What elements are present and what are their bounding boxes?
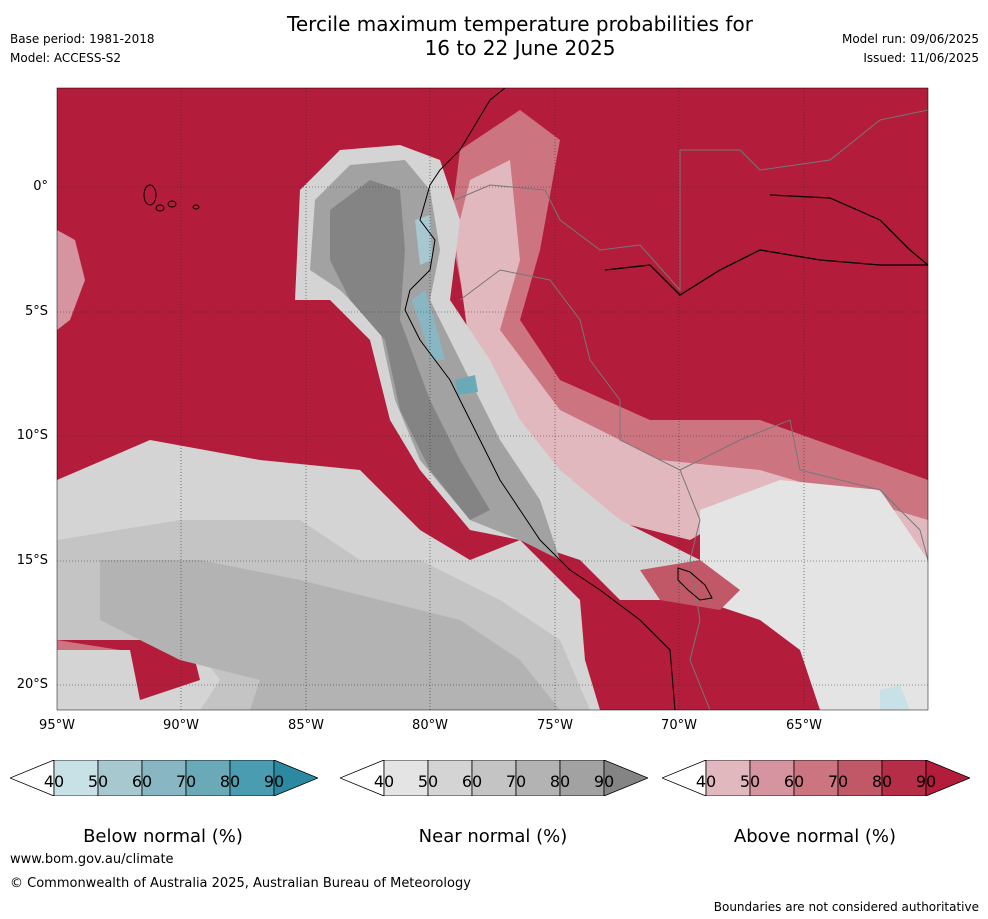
below-bar-high-triangle [273, 760, 318, 796]
map-frame [56, 87, 929, 711]
lon-label-90w: 90°W [163, 718, 199, 733]
above-bar-segment [881, 760, 927, 796]
legend-below-title: Below normal (%) [83, 826, 243, 847]
website-link[interactable]: www.bom.gov.au/climate [10, 852, 174, 867]
legend-above-title: Above normal (%) [733, 826, 897, 847]
near-tick-label: 90 [593, 772, 615, 791]
near-tick-label: 50 [417, 772, 439, 791]
above-tick-label: 80 [871, 772, 893, 791]
lat-label-0: 0° [33, 179, 48, 194]
near-70-south [100, 560, 560, 710]
map-title: Tercile maximum temperature probabilitie… [220, 12, 820, 60]
below-normal-spot-4 [880, 685, 910, 710]
above-patch-west [57, 230, 85, 330]
above-tick-label: 90 [915, 772, 937, 791]
lat-label-10s: 10°S [16, 428, 48, 443]
border-bolivia-brazil [679, 419, 928, 561]
near-normal-interior [700, 480, 928, 710]
model-run-label: Model run: 09/06/2025 [841, 32, 979, 46]
above-tick-label: 60 [783, 772, 805, 791]
near-tick-label: 60 [461, 772, 483, 791]
lon-label-65w: 65°W [786, 718, 822, 733]
near-tick-label: 70 [505, 772, 527, 791]
coastline [404, 88, 676, 710]
galapagos-islands [143, 184, 200, 212]
above-tick-label: 40 [695, 772, 717, 791]
near-bar-high-triangle [603, 760, 648, 796]
near-90-coastal [330, 180, 490, 520]
above-tick-label: 50 [739, 772, 761, 791]
below-tick-label: 60 [131, 772, 153, 791]
issued-label: Issued: 11/06/2025 [863, 51, 979, 65]
near-tick-label: 80 [549, 772, 571, 791]
title-line-1: Tercile maximum temperature probabilitie… [287, 12, 753, 36]
below-normal-spot-1 [412, 290, 445, 360]
above-tick-label: 70 [827, 772, 849, 791]
colorbar-above [662, 760, 970, 796]
legend-near-title: Near normal (%) [418, 826, 568, 847]
below-tick-label: 50 [87, 772, 109, 791]
lat-label-5s: 5°S [24, 304, 48, 319]
above-bar-segment [705, 760, 751, 796]
model-label: Model: ACCESS-S2 [10, 51, 122, 65]
lat-label-20s: 20°S [16, 677, 48, 692]
river-north [769, 194, 928, 266]
below-bar-segment [141, 760, 187, 796]
above-bar-high-triangle [925, 760, 970, 796]
graticule [57, 88, 928, 710]
below-normal-spot-2 [415, 215, 432, 265]
near-tick-label: 40 [373, 772, 395, 791]
above-patch-coast-south [580, 600, 670, 710]
border-peru [459, 269, 711, 710]
disclaimer-text: Boundaries are not considered authoritat… [713, 900, 979, 914]
lat-label-15s: 15°S [16, 553, 48, 568]
below-tick-label: 80 [219, 772, 241, 791]
colorbar-near [340, 760, 648, 796]
below-bar-segment [185, 760, 231, 796]
lon-label-70w: 70°W [661, 718, 697, 733]
below-tick-label: 40 [43, 772, 65, 791]
below-normal-spot-3 [455, 375, 478, 395]
lon-label-75w: 75°W [537, 718, 573, 733]
near-bar-segment [471, 760, 517, 796]
below-bar-segment [229, 760, 275, 796]
map-field [57, 88, 928, 710]
lon-label-95w: 95°W [39, 718, 75, 733]
colorbar-below [10, 760, 318, 796]
base-period-label: Base period: 1981-2018 [10, 32, 155, 46]
near-bar-segment [559, 760, 605, 796]
near-bar-segment [515, 760, 561, 796]
near-bar-segment [383, 760, 429, 796]
above-60-band [450, 110, 928, 600]
title-line-2: 16 to 22 June 2025 [424, 36, 616, 60]
lon-label-85w: 85°W [288, 718, 324, 733]
above-patch-titicaca [640, 560, 740, 610]
lake-titicaca [677, 567, 713, 601]
border-north [454, 109, 928, 292]
copyright-text: © Commonwealth of Australia 2025, Austra… [10, 876, 471, 891]
below-tick-label: 90 [263, 772, 285, 791]
below-tick-label: 70 [175, 772, 197, 791]
amazon-river [604, 249, 928, 296]
lon-label-80w: 80°W [412, 718, 448, 733]
near-bar-segment [427, 760, 473, 796]
